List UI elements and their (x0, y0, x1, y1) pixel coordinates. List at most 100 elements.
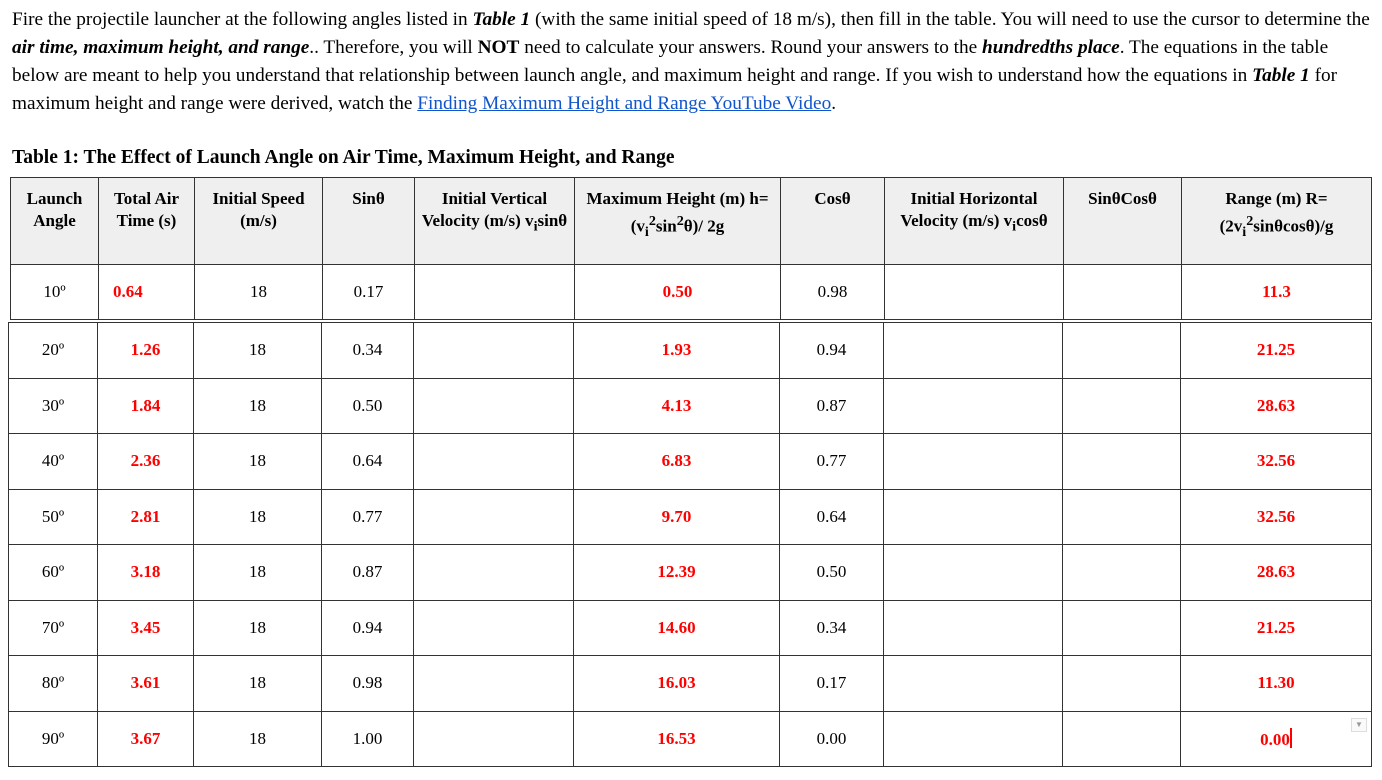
cell-launch-angle[interactable]: 50º (8, 488, 98, 545)
cell-range[interactable]: 32.56 (1180, 433, 1372, 490)
cell-total-air-time[interactable]: 3.18 (97, 544, 194, 601)
youtube-video-link[interactable]: Finding Maximum Height and Range YouTube… (417, 93, 832, 114)
cell-sin-cos[interactable] (1062, 655, 1181, 712)
cell-initial-speed[interactable]: 18 (193, 599, 322, 656)
cell-cos[interactable]: 0.00 (779, 710, 884, 767)
cell-initial-horizontal-velocity[interactable] (883, 710, 1063, 767)
cell-sin[interactable]: 0.77 (321, 488, 414, 545)
cell-initial-speed[interactable]: 18 (194, 264, 323, 320)
cell-initial-horizontal-velocity[interactable] (883, 433, 1063, 490)
cell-initial-speed[interactable]: 18 (193, 377, 322, 434)
cell-total-air-time[interactable]: 2.36 (97, 433, 194, 490)
cell-total-air-time[interactable]: 0.64 (98, 264, 195, 320)
cell-initial-horizontal-velocity[interactable] (884, 264, 1064, 320)
cell-sin-cos[interactable] (1062, 544, 1181, 601)
cell-initial-vertical-velocity[interactable] (413, 433, 574, 490)
cell-initial-speed[interactable]: 18 (193, 488, 322, 545)
cell-range[interactable]: 11.30 (1180, 655, 1372, 712)
header-total-air-time: Total Air Time (s) (98, 177, 195, 265)
cell-sin[interactable]: 0.64 (321, 433, 414, 490)
cell-total-air-time[interactable]: 1.84 (97, 377, 194, 434)
cell-initial-vertical-velocity[interactable] (413, 655, 574, 712)
text-run: .. Therefore, you will (309, 37, 478, 58)
cell-sin-cos[interactable] (1062, 322, 1181, 379)
cell-launch-angle[interactable]: 90º (8, 710, 98, 767)
cell-initial-vertical-velocity[interactable] (413, 488, 574, 545)
cell-sin-cos[interactable] (1062, 710, 1181, 767)
cell-sin-cos[interactable] (1062, 433, 1181, 490)
text-run: . (831, 93, 837, 114)
cell-total-air-time[interactable]: 2.81 (97, 488, 194, 545)
cell-initial-horizontal-velocity[interactable] (883, 655, 1063, 712)
cell-maximum-height[interactable]: 12.39 (573, 544, 780, 601)
cell-sin-cos[interactable] (1062, 599, 1181, 656)
cell-sin-cos[interactable] (1062, 377, 1181, 434)
cell-launch-angle[interactable]: 10º (10, 264, 99, 320)
cell-range[interactable]: 32.56 (1180, 488, 1372, 545)
cell-initial-vertical-velocity[interactable] (413, 599, 574, 656)
cell-maximum-height[interactable]: 0.50 (574, 264, 781, 320)
cell-maximum-height[interactable]: 14.60 (573, 599, 780, 656)
cell-initial-vertical-velocity[interactable] (413, 322, 574, 379)
cell-sin[interactable]: 0.17 (322, 264, 415, 320)
cell-cos[interactable]: 0.94 (779, 322, 884, 379)
cell-sin-cos[interactable] (1063, 264, 1182, 320)
cell-launch-angle[interactable]: 80º (8, 655, 98, 712)
cell-initial-speed[interactable]: 18 (193, 433, 322, 490)
cell-total-air-time[interactable]: 3.45 (97, 599, 194, 656)
header-maximum-height: Maximum Height (m) h= (vi2sin2θ)/ 2g (574, 177, 781, 265)
cell-initial-vertical-velocity[interactable] (413, 377, 574, 434)
cell-cos[interactable]: 0.64 (779, 488, 884, 545)
cell-cos[interactable]: 0.17 (779, 655, 884, 712)
table-row: 90º 3.67 18 1.00 16.53 0.00 0.00 ▼ (8, 710, 1372, 767)
cell-initial-vertical-velocity[interactable] (413, 710, 574, 767)
cell-initial-horizontal-velocity[interactable] (883, 488, 1063, 545)
cell-maximum-height[interactable]: 16.53 (573, 710, 780, 767)
cell-cos[interactable]: 0.98 (780, 264, 885, 320)
instructions-paragraph: Fire the projectile launcher at the foll… (12, 6, 1372, 118)
cell-cos[interactable]: 0.50 (779, 544, 884, 601)
cell-cos[interactable]: 0.77 (779, 433, 884, 490)
cell-sin[interactable]: 0.50 (321, 377, 414, 434)
dropdown-arrow-icon[interactable]: ▼ (1351, 717, 1367, 732)
cell-initial-speed[interactable]: 18 (193, 322, 322, 379)
cell-sin[interactable]: 1.00 (321, 710, 414, 767)
cell-initial-horizontal-velocity[interactable] (883, 322, 1063, 379)
cell-total-air-time[interactable]: 3.67 (97, 710, 194, 767)
cell-sin[interactable]: 0.87 (321, 544, 414, 601)
cell-maximum-height[interactable]: 6.83 (573, 433, 780, 490)
cell-range[interactable]: 21.25 (1180, 322, 1372, 379)
cell-maximum-height[interactable]: 16.03 (573, 655, 780, 712)
cell-sin-cos[interactable] (1062, 488, 1181, 545)
table-row: 80º 3.61 18 0.98 16.03 0.17 11.30 (8, 655, 1372, 712)
cell-range[interactable]: 28.63 (1180, 544, 1372, 601)
cell-initial-vertical-velocity[interactable] (414, 264, 575, 320)
header-sin-cos: SinθCosθ (1063, 177, 1182, 265)
cell-sin[interactable]: 0.94 (321, 599, 414, 656)
cell-maximum-height[interactable]: 9.70 (573, 488, 780, 545)
cell-range[interactable]: 0.00 ▼ (1180, 710, 1372, 767)
cell-initial-horizontal-velocity[interactable] (883, 544, 1063, 601)
cell-initial-speed[interactable]: 18 (193, 655, 322, 712)
cell-launch-angle[interactable]: 70º (8, 599, 98, 656)
cell-cos[interactable]: 0.34 (779, 599, 884, 656)
cell-sin[interactable]: 0.34 (321, 322, 414, 379)
cell-sin[interactable]: 0.98 (321, 655, 414, 712)
cell-total-air-time[interactable]: 3.61 (97, 655, 194, 712)
cell-range[interactable]: 21.25 (1180, 599, 1372, 656)
cell-range[interactable]: 11.3 (1181, 264, 1372, 320)
cell-range[interactable]: 28.63 (1180, 377, 1372, 434)
cell-launch-angle[interactable]: 30º (8, 377, 98, 434)
cell-launch-angle[interactable]: 20º (8, 322, 98, 379)
cell-initial-vertical-velocity[interactable] (413, 544, 574, 601)
cell-initial-horizontal-velocity[interactable] (883, 599, 1063, 656)
cell-initial-speed[interactable]: 18 (193, 544, 322, 601)
cell-launch-angle[interactable]: 40º (8, 433, 98, 490)
cell-maximum-height[interactable]: 4.13 (573, 377, 780, 434)
cell-cos[interactable]: 0.87 (779, 377, 884, 434)
cell-initial-speed[interactable]: 18 (193, 710, 322, 767)
cell-maximum-height[interactable]: 1.93 (573, 322, 780, 379)
cell-launch-angle[interactable]: 60º (8, 544, 98, 601)
cell-initial-horizontal-velocity[interactable] (883, 377, 1063, 434)
cell-total-air-time[interactable]: 1.26 (97, 322, 194, 379)
